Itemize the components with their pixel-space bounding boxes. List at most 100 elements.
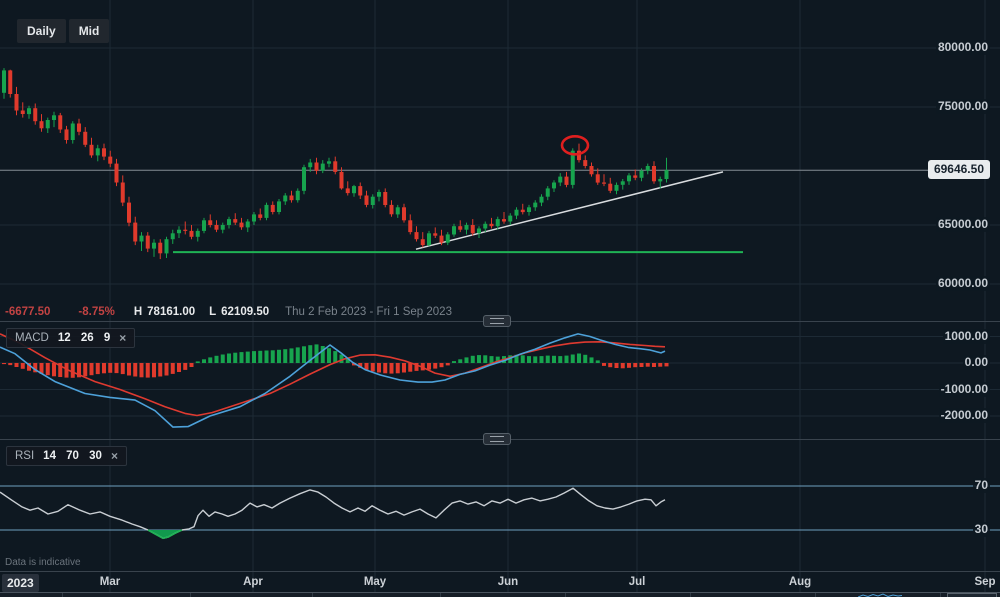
candle-body [658,179,663,182]
macd-bar [352,363,356,366]
macd-bar [89,363,94,376]
candle-body [233,219,238,223]
candle-body [514,209,519,216]
macd-bar [552,355,556,363]
candle-body [95,148,100,156]
navigator-tick [190,593,191,597]
macd-bar [639,363,644,367]
timeline-navigator[interactable] [0,592,1000,597]
candle-body [170,233,175,240]
candle-body [333,161,338,172]
macd-bar [652,363,656,367]
candle-body [583,160,588,166]
macd-bar [45,363,50,376]
ohlc-status-bar: -6677.50 -8.75% H 78161.00 L 62109.50 Th… [5,306,452,318]
candle-body [327,161,331,164]
month-label: Mar [99,576,121,588]
macd-bar [58,363,63,377]
macd-close-icon[interactable]: × [119,330,127,345]
candle-body [320,163,325,171]
macd-bar [608,363,613,368]
macd-bar [383,363,388,374]
macd-tick-label: 1000.00 [942,329,990,344]
candle-body [133,222,138,242]
candle-body [289,195,294,201]
macd-bar [327,348,331,363]
macd-bar [20,363,25,369]
candle-body [495,219,500,227]
candle-body [464,225,469,230]
navigator-handle[interactable] [947,593,997,597]
macd-bar [483,355,488,363]
candle-body [208,220,213,225]
low-label: L [209,306,217,318]
macd-bar [295,347,300,363]
candle-body [2,70,6,93]
macd-bar [520,355,525,363]
candle-body [558,176,563,183]
month-label: Jun [497,576,519,588]
candle-body [502,219,506,222]
high-value: 78161.00 [147,306,196,318]
candle-body [477,228,481,234]
candle-body [195,230,200,237]
candle-body [120,182,125,203]
rsi-close-icon[interactable]: × [110,448,118,463]
macd-bar [283,349,288,363]
candle-body [552,182,556,189]
candle-body [589,166,594,175]
macd-bar [583,354,588,363]
candle-body [664,170,669,179]
candle-body [645,166,650,171]
candle-body [445,234,450,243]
macd-bar [595,360,600,363]
ascending-trendline [415,171,724,250]
rsi-line [0,487,666,539]
candle-body [577,150,581,161]
macd-bar [108,363,113,373]
price-tick-label: 80000.00 [935,40,990,55]
candle-body [89,144,94,156]
candle-body [389,204,394,215]
navigator-tick [440,593,441,597]
candle-body [27,108,31,115]
price-mid-button[interactable]: Mid [68,19,110,43]
candle-body [377,192,381,197]
macd-bar [577,353,581,363]
candle-body [539,196,544,203]
high-label: H [133,306,143,318]
macd-bar [402,363,406,373]
rsi-panel-resize-handle[interactable] [483,433,511,445]
candle-body [614,184,619,191]
macd-bar [489,356,494,363]
navigator-tick [62,593,63,597]
navigator-preview-wave [858,593,902,597]
macd-bar [133,363,138,377]
timeframe-daily-button[interactable]: Daily [17,19,66,43]
macd-bar [445,363,450,366]
macd-bar [427,363,431,370]
rsi-params: 14 70 30 [43,450,102,462]
candle-body [370,196,375,205]
macd-bar [395,363,400,374]
candle-body [127,202,131,223]
candle-body [77,123,81,132]
macd-bar [527,356,531,363]
macd-bar [289,348,294,363]
macd-bar [370,363,375,372]
macd-bar [27,363,31,371]
macd-panel-resize-handle[interactable] [483,315,511,327]
navigator-tick [565,593,566,597]
candle-body [314,162,319,171]
macd-bar [227,353,231,363]
candle-body [152,242,156,249]
navigator-tick [940,593,941,597]
candle-body [470,225,475,234]
macd-bar [664,363,669,367]
macd-bar [14,363,19,367]
macd-bar [202,359,206,363]
candle-body [364,195,369,205]
candle-body [295,190,300,201]
macd-bar [658,363,663,367]
